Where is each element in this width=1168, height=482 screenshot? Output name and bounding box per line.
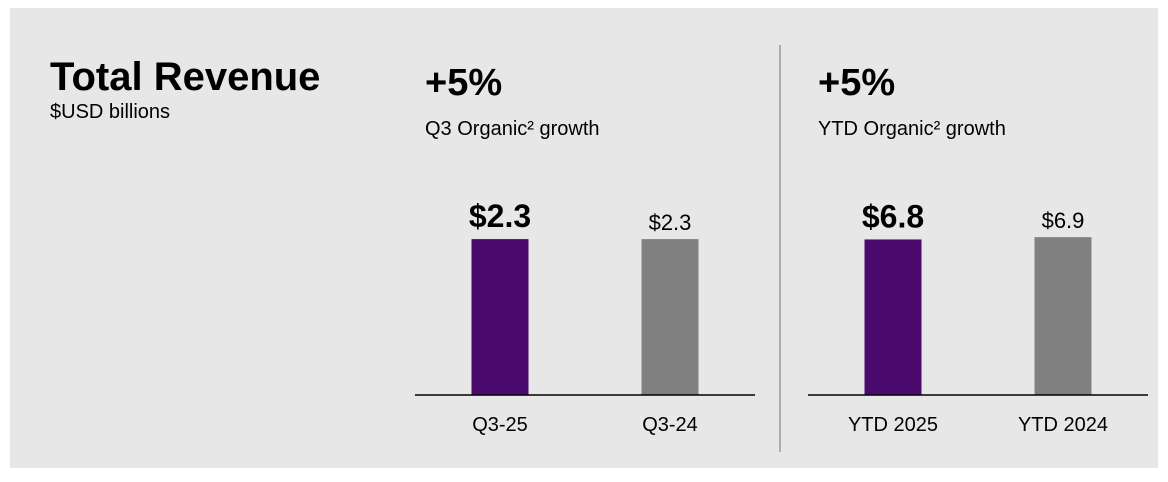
chart-subtitle: Q3 Organic² growth <box>425 118 600 140</box>
value-label: $2.3 <box>469 198 531 234</box>
x-tick-label: YTD 2025 <box>848 414 938 436</box>
subtitle: $USD billions <box>50 101 170 123</box>
chart-title: +5% <box>818 62 895 104</box>
bar <box>864 239 922 395</box>
value-label: $6.8 <box>862 198 924 234</box>
chart-subtitle: YTD Organic² growth <box>818 118 1006 140</box>
panel <box>10 8 1158 468</box>
chart-title: +5% <box>425 62 502 104</box>
bar <box>471 239 529 395</box>
bar <box>641 239 699 395</box>
title: Total Revenue <box>50 55 320 99</box>
x-tick-label: YTD 2024 <box>1018 414 1108 436</box>
x-tick-label: Q3-24 <box>642 414 698 436</box>
value-label: $6.9 <box>1042 208 1085 233</box>
bar <box>1034 237 1092 395</box>
value-label: $2.3 <box>649 210 692 235</box>
x-tick-label: Q3-25 <box>472 414 528 436</box>
